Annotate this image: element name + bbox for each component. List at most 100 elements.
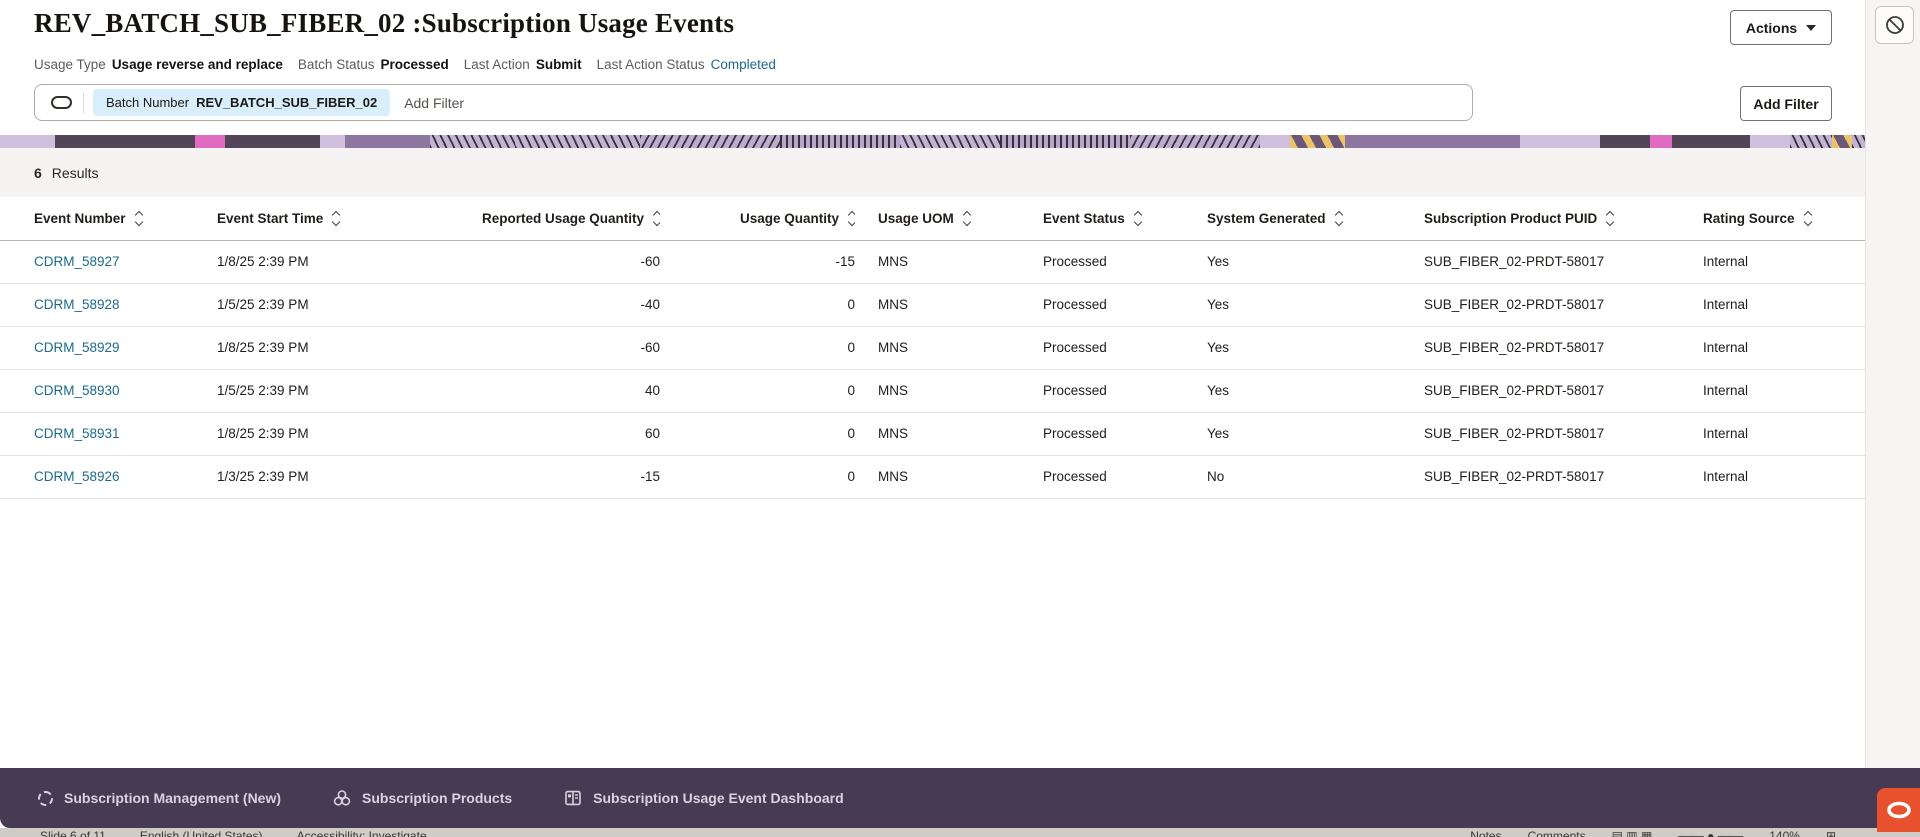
table-cell: Yes xyxy=(1207,326,1424,370)
table-cell: SUB_FIBER_02-PRDT-58017 xyxy=(1424,455,1703,499)
accessibility-indicator[interactable]: Accessibility: Investigate xyxy=(296,829,427,837)
chat-widget-button[interactable] xyxy=(1877,788,1920,832)
right-side-rail xyxy=(1865,0,1920,768)
footer-item-subscription-products[interactable]: Subscription Products xyxy=(333,789,512,807)
results-label: Results xyxy=(51,164,99,181)
band-segment xyxy=(345,135,430,148)
table-cell: Processed xyxy=(1043,369,1207,413)
column-header[interactable]: Event Status xyxy=(1043,197,1207,241)
page-title: REV_BATCH_SUB_FIBER_02 :Subscription Usa… xyxy=(34,8,735,38)
filter-bar[interactable]: Batch Number REV_BATCH_SUB_FIBER_02 Add … xyxy=(34,84,1473,121)
block-button[interactable] xyxy=(1875,6,1914,44)
table-cell: 0 xyxy=(660,369,855,413)
event-number-link[interactable]: CDRM_58930 xyxy=(34,383,120,398)
language-indicator[interactable]: English (United States) xyxy=(139,829,263,837)
column-header[interactable]: Reported Usage Quantity xyxy=(400,197,660,241)
event-number-link[interactable]: CDRM_58926 xyxy=(34,469,120,484)
sort-icon[interactable] xyxy=(134,210,143,226)
table-row: CDRM_58930 1/5/25 2:39 PM 40 0 MNS Processed Y… xyxy=(0,369,1865,413)
table-cell: CDRM_58930 xyxy=(0,369,205,413)
zoom-level[interactable]: 140% xyxy=(1769,829,1800,837)
table-cell: Internal xyxy=(1703,412,1865,456)
column-header-label: Usage Quantity xyxy=(739,210,839,226)
table-header-row: Event Number Event Start Time Reported Usa… xyxy=(0,197,1865,241)
statusbar-inner: Slide 6 of 11 English (United States) Ac… xyxy=(0,829,1920,837)
comments-button[interactable]: Comments xyxy=(1527,829,1586,837)
band-segment xyxy=(430,135,515,148)
sort-icon[interactable] xyxy=(652,210,660,226)
table-cell: SUB_FIBER_02-PRDT-58017 xyxy=(1424,283,1703,327)
column-header[interactable]: Event Number xyxy=(0,197,205,241)
column-header[interactable]: Rating Source xyxy=(1703,197,1865,241)
completed-status-link[interactable]: Completed xyxy=(710,57,776,72)
table-cell: 60 xyxy=(400,412,660,456)
band-segment xyxy=(1000,135,1130,148)
table-cell: Internal xyxy=(1703,240,1865,284)
sort-icon[interactable] xyxy=(1803,210,1812,226)
filter-chip-label: Batch Number xyxy=(106,95,190,110)
band-segment xyxy=(1290,135,1345,148)
table-cell: MNS xyxy=(855,240,1043,284)
sort-icon[interactable] xyxy=(847,210,855,226)
band-segment xyxy=(1790,135,1865,148)
column-header[interactable]: Subscription Product PUID xyxy=(1424,197,1703,241)
column-header-label: System Generated xyxy=(1207,210,1326,226)
table-cell: 1/8/25 2:39 PM xyxy=(205,412,400,456)
event-number-link[interactable]: CDRM_58928 xyxy=(34,297,120,312)
table-row: CDRM_58927 1/8/25 2:39 PM -60 -15 MNS Process… xyxy=(0,240,1865,284)
zoom-slider[interactable]: ─── ● ─── xyxy=(1678,829,1744,837)
meta-usage-type: Usage Type Usage reverse and replace xyxy=(34,57,283,72)
table-cell: Processed xyxy=(1043,455,1207,499)
sort-icon[interactable] xyxy=(1606,210,1615,226)
add-filter-placeholder[interactable]: Add Filter xyxy=(404,94,465,111)
footer-item-subscription-management[interactable]: Subscription Management (New) xyxy=(38,790,281,806)
sort-icon[interactable] xyxy=(332,210,341,226)
table-row: CDRM_58928 1/5/25 2:39 PM -40 0 MNS Processed… xyxy=(0,283,1865,327)
table-cell: 1/8/25 2:39 PM xyxy=(205,326,400,370)
add-filter-button[interactable]: Add Filter xyxy=(1740,86,1832,121)
table-cell: No xyxy=(1207,455,1424,499)
filter-bar-divider xyxy=(83,92,84,113)
column-header[interactable]: Event Start Time xyxy=(205,197,400,241)
band-segment xyxy=(515,135,640,148)
event-number-link[interactable]: CDRM_58931 xyxy=(34,426,120,441)
block-icon xyxy=(1885,16,1904,34)
batch-number-filter-chip[interactable]: Batch Number REV_BATCH_SUB_FIBER_02 xyxy=(93,89,391,116)
column-header[interactable]: Usage Quantity xyxy=(660,197,855,241)
decorative-band xyxy=(0,135,1865,148)
band-segment xyxy=(1750,135,1790,148)
view-buttons[interactable]: ▤ ▥ ▦ xyxy=(1611,829,1653,837)
table-cell: MNS xyxy=(855,283,1043,327)
band-segment xyxy=(1260,135,1290,148)
results-strip: 6 Results xyxy=(0,148,1865,197)
oracle-logo-icon xyxy=(1886,801,1911,819)
footer-item-usage-event-dashboard[interactable]: Subscription Usage Event Dashboard xyxy=(564,789,844,807)
band-segment xyxy=(1600,135,1650,148)
table-cell: -60 xyxy=(400,326,660,370)
filter-chip-value: REV_BATCH_SUB_FIBER_02 xyxy=(196,95,378,110)
table-cell: 0 xyxy=(660,283,855,327)
sort-icon[interactable] xyxy=(1334,210,1343,226)
actions-button[interactable]: Actions xyxy=(1730,10,1832,45)
table-cell: MNS xyxy=(855,412,1043,456)
statusbar-right: Notes Comments ▤ ▥ ▦ ─── ● ─── 140% ⊞ xyxy=(1470,829,1836,837)
column-header[interactable]: Usage UOM xyxy=(855,197,1043,241)
sort-icon[interactable] xyxy=(962,210,972,226)
event-number-link[interactable]: CDRM_58929 xyxy=(34,340,120,355)
table-body: CDRM_58927 1/8/25 2:39 PM -60 -15 MNS Process… xyxy=(0,240,1865,499)
sort-icon[interactable] xyxy=(1133,210,1143,226)
band-segment xyxy=(1130,135,1260,148)
fit-slide-button[interactable]: ⊞ xyxy=(1825,829,1836,837)
column-header-label: Subscription Product PUID xyxy=(1424,210,1598,226)
column-header-label: Reported Usage Quantity xyxy=(481,210,644,226)
column-header[interactable]: System Generated xyxy=(1207,197,1424,241)
table-cell: Processed xyxy=(1043,240,1207,284)
filter-toggle-icon[interactable] xyxy=(51,96,72,109)
slide-indicator: Slide 6 of 11 xyxy=(40,829,106,837)
meta-batch-status: Batch Status Processed xyxy=(297,57,449,72)
event-number-link[interactable]: CDRM_58927 xyxy=(34,254,120,269)
band-segment xyxy=(1345,135,1520,148)
actions-button-label: Actions xyxy=(1745,19,1798,36)
table-cell: 1/5/25 2:39 PM xyxy=(205,369,400,413)
notes-button[interactable]: Notes xyxy=(1470,829,1502,837)
